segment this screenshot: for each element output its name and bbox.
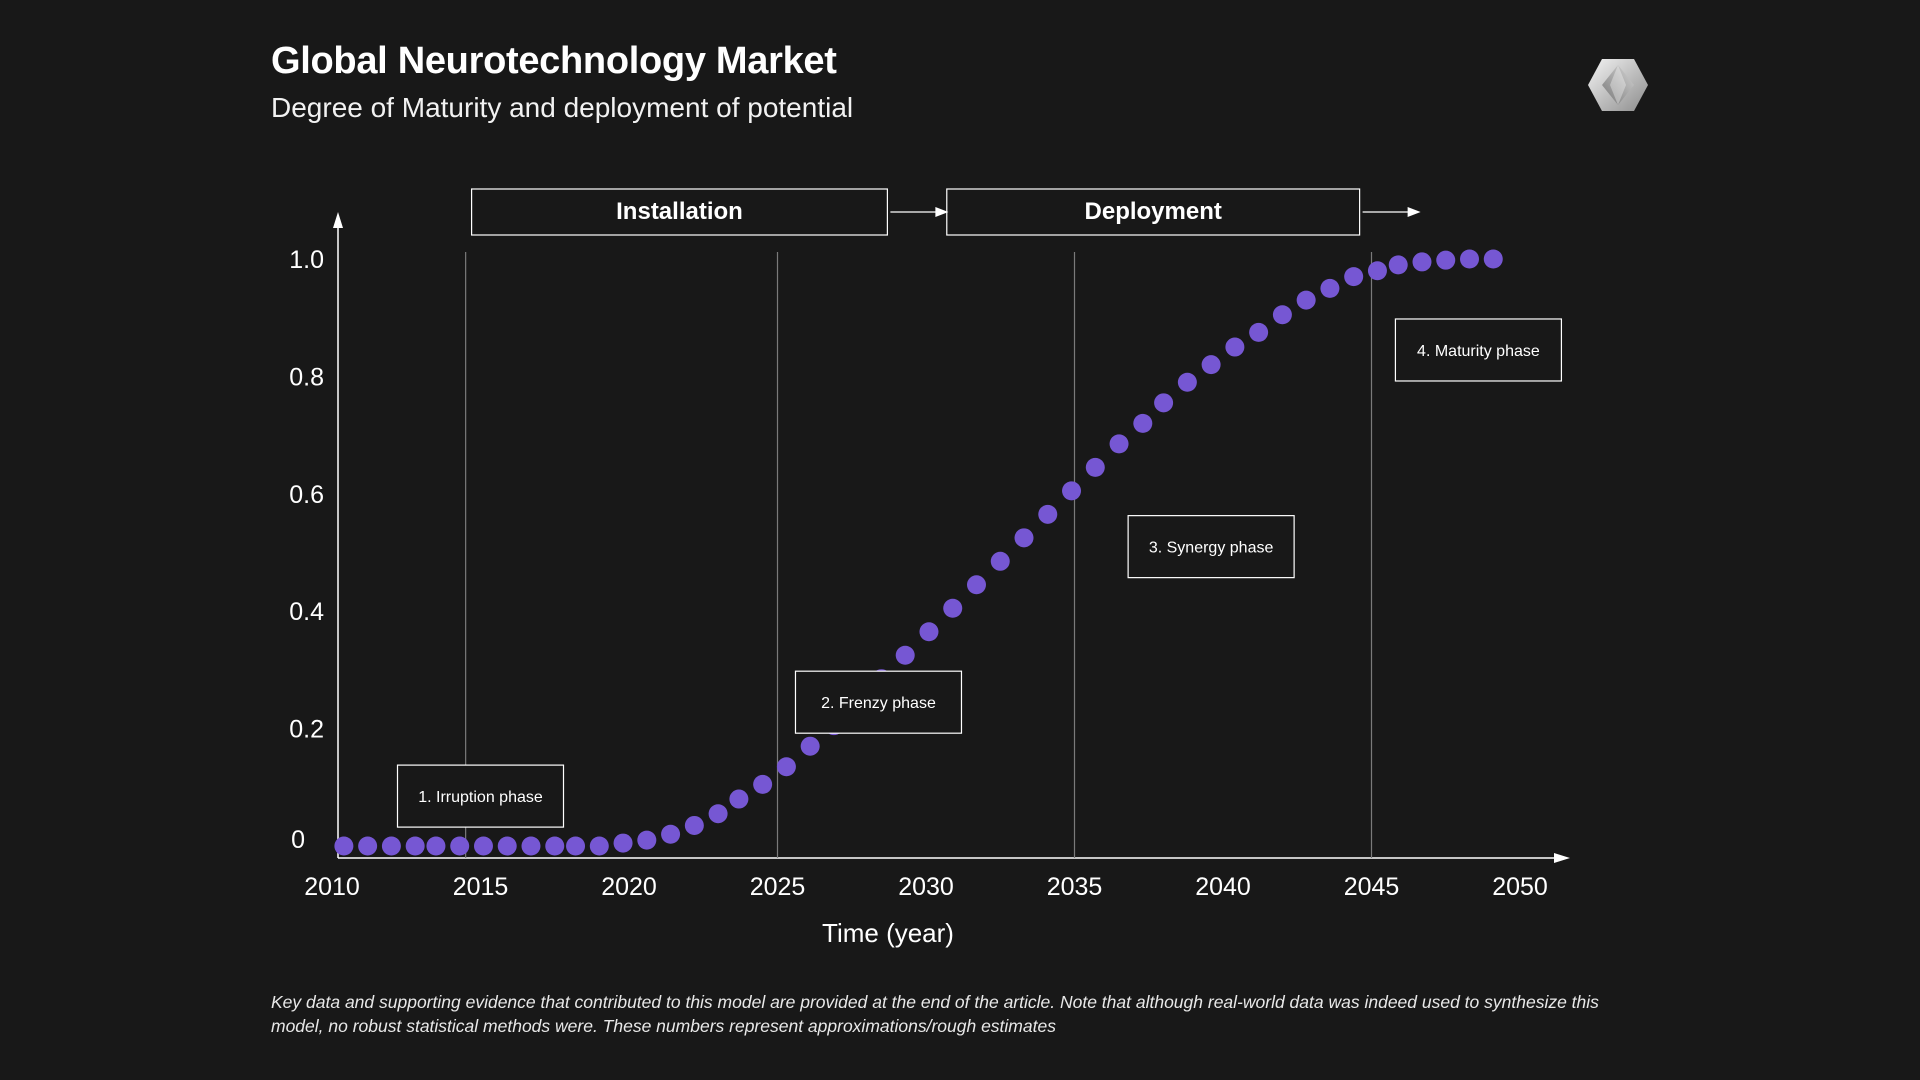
data-point [966,575,986,595]
phase-label-frame [794,670,963,734]
data-point [919,622,939,642]
phase-lines [465,252,1373,858]
data-point [1225,337,1245,357]
data-point [426,836,446,856]
data-point [1320,278,1340,298]
data-point [1062,481,1082,501]
data-point [1249,322,1269,342]
data-point [334,836,354,856]
phase-label-frame [1394,318,1563,382]
data-point [405,836,425,856]
data-point [1296,290,1316,310]
data-point [990,551,1010,571]
data-point [1344,267,1364,287]
data-point [1388,255,1408,275]
data-point [1272,305,1292,325]
data-point [545,836,565,856]
phase-label-box-3: 3. Synergy phase [1127,515,1295,579]
phase-label-text: 3. Synergy phase [1149,540,1274,557]
data-point [1436,250,1456,270]
x-axis-arrow-icon [1554,853,1570,863]
data-point [753,774,773,794]
x-tick-label: 2025 [750,873,806,901]
phase-label-frame [396,764,565,828]
data-point [895,645,915,665]
y-tick-label: 0.4 [289,598,324,626]
data-point [358,836,378,856]
y-tick-label: 0.8 [289,363,324,391]
chart-title: Global Neurotechnology Market [271,40,837,82]
chart-subtitle: Degree of Maturity and deployment of pot… [271,92,854,123]
phase-label-text: 2. Frenzy phase [821,695,936,712]
x-tick-label: 2045 [1344,873,1400,901]
data-point [473,836,493,856]
data-point [1483,249,1503,269]
data-point [1412,252,1432,272]
phase-labels: 1. Irruption phase 2. Frenzy phase 3. Syne… [396,318,1563,828]
x-tick-label: 2040 [1195,873,1251,901]
x-axis-label: Time (year) [822,918,954,948]
era-label: Installation [616,198,743,225]
phase-label-text: 4. Maturity phase [1417,343,1540,360]
data-point [521,836,541,856]
phase-label-box-4: 4. Maturity phase [1394,318,1563,382]
arrow-right-icon [935,207,949,217]
data-point [1460,249,1480,269]
data-point [381,836,401,856]
x-tick-label: 2010 [304,873,360,901]
data-point [943,598,963,618]
data-point [684,815,704,835]
data-point [1133,413,1153,433]
footnote: Key data and supporting evidence that co… [271,992,1599,1036]
data-point [497,836,517,856]
x-tick-label: 2030 [898,873,954,901]
arrow-right-icon [1407,207,1421,217]
data-point [1177,372,1197,392]
x-tick-label: 2015 [453,873,509,901]
data-point [1038,504,1058,524]
axes [333,212,1570,863]
data-point [450,836,470,856]
y-tick-label: 0 [291,826,305,854]
data-point [800,736,820,756]
data-point [1014,528,1034,548]
data-point [708,804,728,824]
y-axis-arrow-icon [333,212,343,228]
tick-labels: 2010 2015 2020 2025 2030 2035 2040 2045 2050 0 0.2… [289,246,1548,901]
data-point [613,833,633,853]
x-tick-label: 2020 [601,873,657,901]
era-box-frame [946,188,1361,236]
x-tick-label: 2035 [1047,873,1103,901]
phase-label-box-2: 2. Frenzy phase [794,670,963,734]
data-point [776,757,796,777]
y-tick-label: 0.2 [289,716,324,744]
era-label: Deployment [1085,198,1222,225]
era-boxes: Installation Deployment [470,188,1421,236]
x-tick-label: 2050 [1492,873,1548,901]
data-point [589,836,609,856]
data-point [566,836,586,856]
era-box-frame [470,188,888,236]
data-point [1154,393,1174,413]
data-point [661,824,681,844]
era-box-installation: Installation [470,188,949,236]
data-point [637,830,657,850]
data-point [1367,261,1387,281]
phase-label-box-1: 1. Irruption phase [396,764,565,828]
y-tick-label: 1.0 [289,246,324,274]
hexagon-diamond-logo-icon [1588,59,1648,111]
phase-label-text: 1. Irruption phase [418,789,543,806]
data-point [1109,434,1129,454]
data-point [729,789,749,809]
phase-label-frame [1127,515,1295,579]
y-tick-label: 0.6 [289,481,324,509]
data-point [1201,355,1221,375]
era-box-deployment: Deployment [946,188,1421,236]
data-point [1085,457,1105,477]
